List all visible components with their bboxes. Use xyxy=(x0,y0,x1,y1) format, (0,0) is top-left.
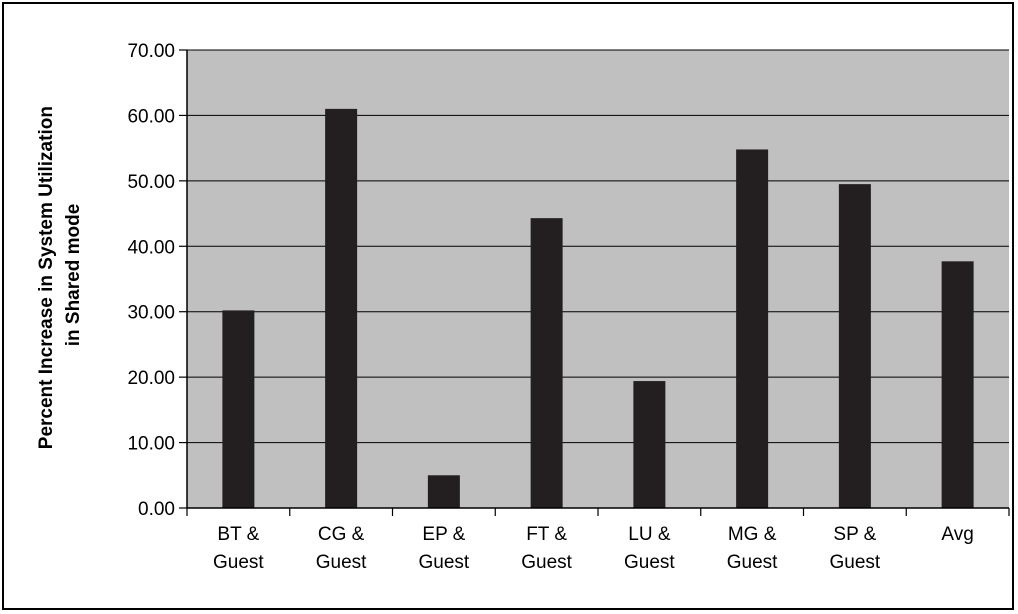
y-tick-label: 10.00 xyxy=(127,434,175,455)
x-tick-labels: BT & Guest CG & Guest EP & Guest FT & Guest LU &… xyxy=(213,524,974,573)
bar xyxy=(325,108,358,508)
x-tick-label: Avg xyxy=(941,524,973,545)
y-tick-label: 30.00 xyxy=(127,303,175,324)
y-tick-label: 70.00 xyxy=(127,41,175,62)
bar xyxy=(941,261,974,508)
x-tick-label: EP & Guest xyxy=(419,524,470,573)
plot-area xyxy=(187,50,1009,508)
y-axis-label-line-2: in Shared mode xyxy=(63,204,84,347)
y-tick-labels: 0.00 10.00 20.00 30.00 40.00 50.00 60.00 70.00 xyxy=(127,41,175,520)
axes xyxy=(179,49,1010,516)
y-axis-label: Percent Increase in System Utilization i… xyxy=(36,101,84,449)
y-tick-label: 0.00 xyxy=(138,499,175,520)
bar xyxy=(838,184,871,508)
bar-chart: 0.0010.0020.0030.0040.0050.0060.0070.00 … xyxy=(36,41,1010,573)
bar xyxy=(427,475,460,508)
y-axis-label-line-1: Percent Increase in System Utilization xyxy=(36,106,57,449)
y-tick-label: 60.00 xyxy=(127,106,175,127)
x-tick-label: LU & Guest xyxy=(624,524,675,573)
x-tick-label: CG & Guest xyxy=(316,524,367,573)
y-tick-label: 50.00 xyxy=(127,172,175,193)
bar xyxy=(530,218,563,508)
x-tick-label: MG & Guest xyxy=(727,524,778,573)
x-tick-label: FT & Guest xyxy=(521,524,572,573)
gridlines xyxy=(187,49,1009,444)
bar xyxy=(736,149,769,509)
y-tick-label: 40.00 xyxy=(127,237,175,258)
bars xyxy=(222,108,974,509)
bar xyxy=(222,310,255,508)
x-tick-label: SP & Guest xyxy=(830,524,881,573)
y-tick-label: 20.00 xyxy=(127,368,175,389)
bar xyxy=(633,381,666,508)
x-tick-label: BT & Guest xyxy=(213,524,264,573)
